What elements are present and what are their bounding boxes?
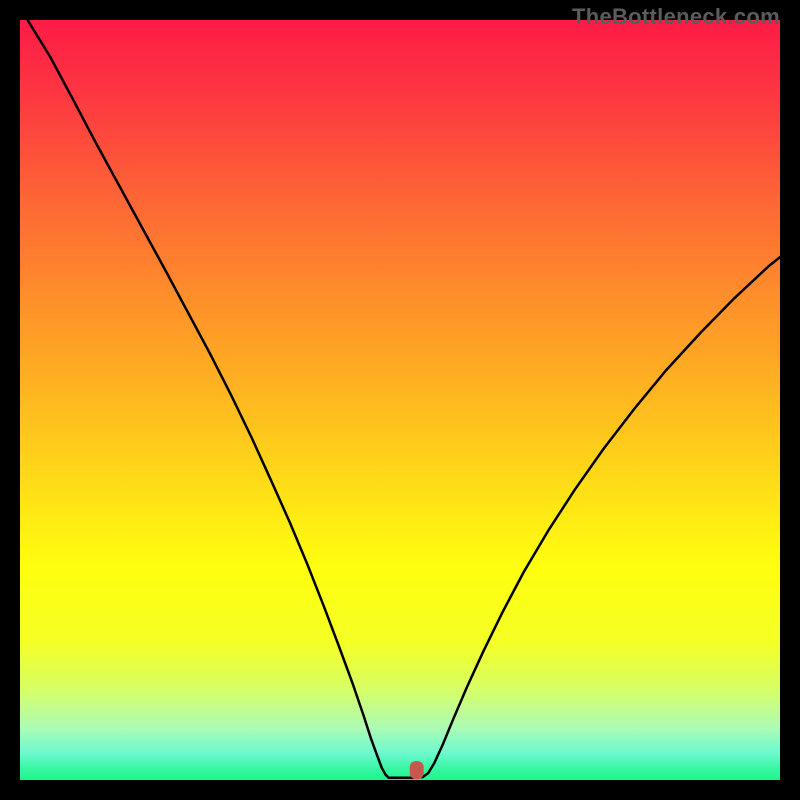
chart-frame: TheBottleneck.com — [0, 0, 800, 800]
watermark-text: TheBottleneck.com — [572, 4, 780, 30]
bottleneck-curve — [28, 20, 780, 778]
curve-layer — [20, 20, 780, 780]
marker-dot — [410, 761, 424, 779]
plot-area — [20, 20, 780, 780]
